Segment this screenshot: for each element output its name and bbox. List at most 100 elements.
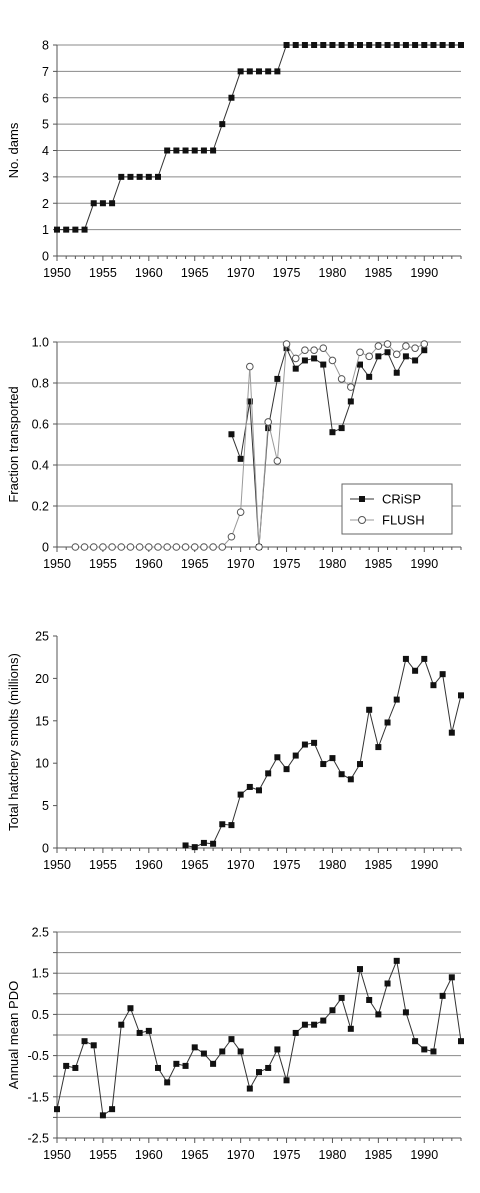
data-point [274, 68, 281, 75]
data-point [411, 344, 419, 352]
data-point [228, 94, 235, 101]
data-point [458, 42, 464, 48]
data-point [357, 761, 363, 768]
data-point [329, 42, 336, 48]
data-point [430, 1048, 437, 1055]
data-point [356, 348, 364, 357]
data-point [292, 42, 299, 48]
data-point [291, 354, 300, 363]
data-point [164, 1079, 171, 1086]
data-point [155, 173, 161, 180]
data-point [311, 1021, 318, 1028]
data-point [190, 543, 199, 551]
y-tick-label: 0.4 [32, 459, 49, 473]
y-axis-label: Total hatchery smolts (millions) [6, 653, 21, 831]
series-line [56, 959, 462, 1117]
data-point [439, 992, 446, 999]
data-point [402, 42, 409, 48]
x-tick-label: 1965 [181, 858, 209, 872]
data-point [402, 1009, 409, 1016]
data-point [228, 822, 235, 829]
data-point [357, 966, 363, 973]
data-point [163, 543, 171, 551]
data-point [246, 398, 253, 405]
y-tick-label: 0 [42, 842, 49, 856]
x-tick-label: 1975 [273, 557, 301, 571]
data-point [127, 1005, 134, 1012]
data-point [81, 1038, 88, 1045]
data-point [127, 173, 134, 180]
data-point [136, 173, 143, 180]
data-point [63, 1062, 70, 1069]
data-point [173, 1060, 180, 1067]
data-point [311, 355, 318, 362]
data-point [54, 1106, 60, 1113]
data-point [338, 425, 345, 432]
data-point [145, 1027, 152, 1034]
data-point [90, 1042, 97, 1049]
data-point [145, 543, 153, 551]
data-point [265, 1064, 272, 1071]
y-tick-label: 0.2 [32, 500, 49, 514]
y-tick-label: 2.5 [32, 926, 49, 940]
x-tick-label: 1950 [43, 1148, 71, 1162]
data-point [375, 42, 382, 48]
data-point [338, 771, 345, 778]
data-point [227, 532, 236, 541]
data-point [200, 543, 208, 551]
chart-panel-3: 0 5 10 15 20 25 1950 1955 1960 1965 1970 1975 1980 19… [6, 630, 464, 872]
x-tick-label: 1950 [43, 858, 71, 872]
data-point [72, 1064, 79, 1071]
data-point [145, 173, 152, 180]
x-tick-label: 1990 [410, 266, 438, 280]
y-axis-label: Fraction transported [6, 386, 21, 502]
data-point [301, 42, 308, 48]
data-point [246, 783, 253, 790]
data-point [265, 68, 272, 75]
data-point [374, 342, 383, 350]
data-point [366, 996, 373, 1003]
data-point [320, 361, 327, 368]
data-point [329, 1007, 336, 1014]
data-point [219, 821, 226, 828]
y-axis-label: Annual mean PDO [6, 981, 21, 1089]
data-point [412, 667, 419, 674]
x-tick-label: 1950 [43, 557, 71, 571]
y-tick-label: 0 [42, 250, 49, 264]
data-point [126, 543, 135, 551]
x-tick-label: 1955 [89, 858, 117, 872]
data-point [210, 147, 217, 154]
y-tick-label: 7 [42, 65, 49, 79]
data-point [71, 543, 80, 551]
data-point [393, 957, 400, 964]
data-point [191, 1044, 198, 1051]
data-point [448, 42, 455, 48]
data-point [282, 340, 291, 348]
data-point [384, 349, 391, 356]
data-point [172, 543, 181, 551]
data-point [219, 121, 226, 128]
data-point [274, 375, 281, 382]
y-tick-label: 15 [35, 714, 49, 728]
data-point [191, 844, 198, 851]
data-point [118, 173, 125, 180]
chart-panel-1: 0 1 2 3 4 5 6 7 8 1950 1955 1960 1965 1970 1975 1980 198… [6, 39, 464, 280]
legend-label: FLUSH [382, 513, 425, 528]
data-point [210, 1060, 217, 1067]
data-point [292, 365, 299, 372]
data-point [337, 375, 346, 383]
data-point [136, 1029, 143, 1036]
y-tick-label: 20 [35, 672, 49, 686]
data-point [200, 839, 207, 846]
chart-panel-2: 0 0.2 0.4 0.6 0.8 1.0 1950 1955 1960 1965 1970 1975… [6, 336, 462, 571]
y-tick-label: 10 [35, 757, 49, 771]
data-point [264, 418, 272, 426]
data-point [430, 42, 437, 48]
legend-swatch-marker [358, 516, 366, 524]
data-point [301, 1021, 308, 1028]
series-1 [182, 655, 464, 851]
data-point [108, 543, 116, 551]
data-point [384, 980, 391, 987]
data-point [448, 729, 455, 736]
x-tick-label: 1980 [319, 1148, 347, 1162]
